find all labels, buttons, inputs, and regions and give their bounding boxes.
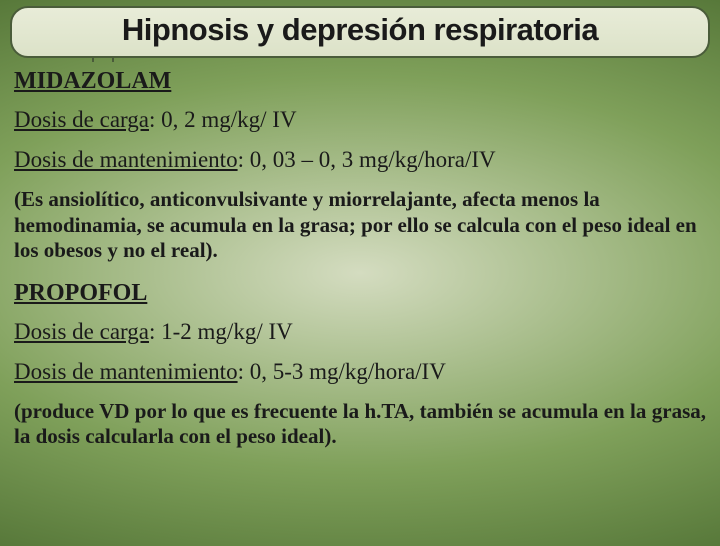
- drug2-maint-value: : 0, 5-3 mg/kg/hora/IV: [238, 359, 446, 384]
- drug1-load-dose: Dosis de carga: 0, 2 mg/kg/ IV: [14, 107, 706, 133]
- drug2-name: PROPOFOL: [14, 280, 706, 307]
- drug2-maint-dose: Dosis de mantenimiento: 0, 5-3 mg/kg/hor…: [14, 359, 706, 385]
- drug1-load-label: Dosis de carga: [14, 107, 149, 132]
- drug2-load-label: Dosis de carga: [14, 319, 149, 344]
- drug1-note: (Es ansiolítico, anticonvulsivante y mio…: [14, 187, 706, 264]
- drug2-load-dose: Dosis de carga: 1-2 mg/kg/ IV: [14, 319, 706, 345]
- slide-content: MIDAZOLAM Dosis de carga: 0, 2 mg/kg/ IV…: [0, 68, 720, 450]
- drug1-maint-label: Dosis de mantenimiento: [14, 147, 238, 172]
- drug1-maint-dose: Dosis de mantenimiento: 0, 03 – 0, 3 mg/…: [14, 147, 706, 173]
- drug2-load-value: : 1-2 mg/kg/ IV: [149, 319, 293, 344]
- drug1-name: MIDAZOLAM: [14, 68, 706, 95]
- title-bar: Hipnosis y depresión respiratoria: [10, 6, 710, 58]
- slide-title: Hipnosis y depresión respiratoria: [24, 12, 696, 48]
- drug1-maint-value: : 0, 03 – 0, 3 mg/kg/hora/IV: [238, 147, 496, 172]
- drug2-maint-label: Dosis de mantenimiento: [14, 359, 238, 384]
- drug1-load-value: : 0, 2 mg/kg/ IV: [149, 107, 297, 132]
- drug2-note: (produce VD por lo que es frecuente la h…: [14, 399, 706, 450]
- slide-container: Hipnosis y depresión respiratoria MIDAZO…: [0, 6, 720, 450]
